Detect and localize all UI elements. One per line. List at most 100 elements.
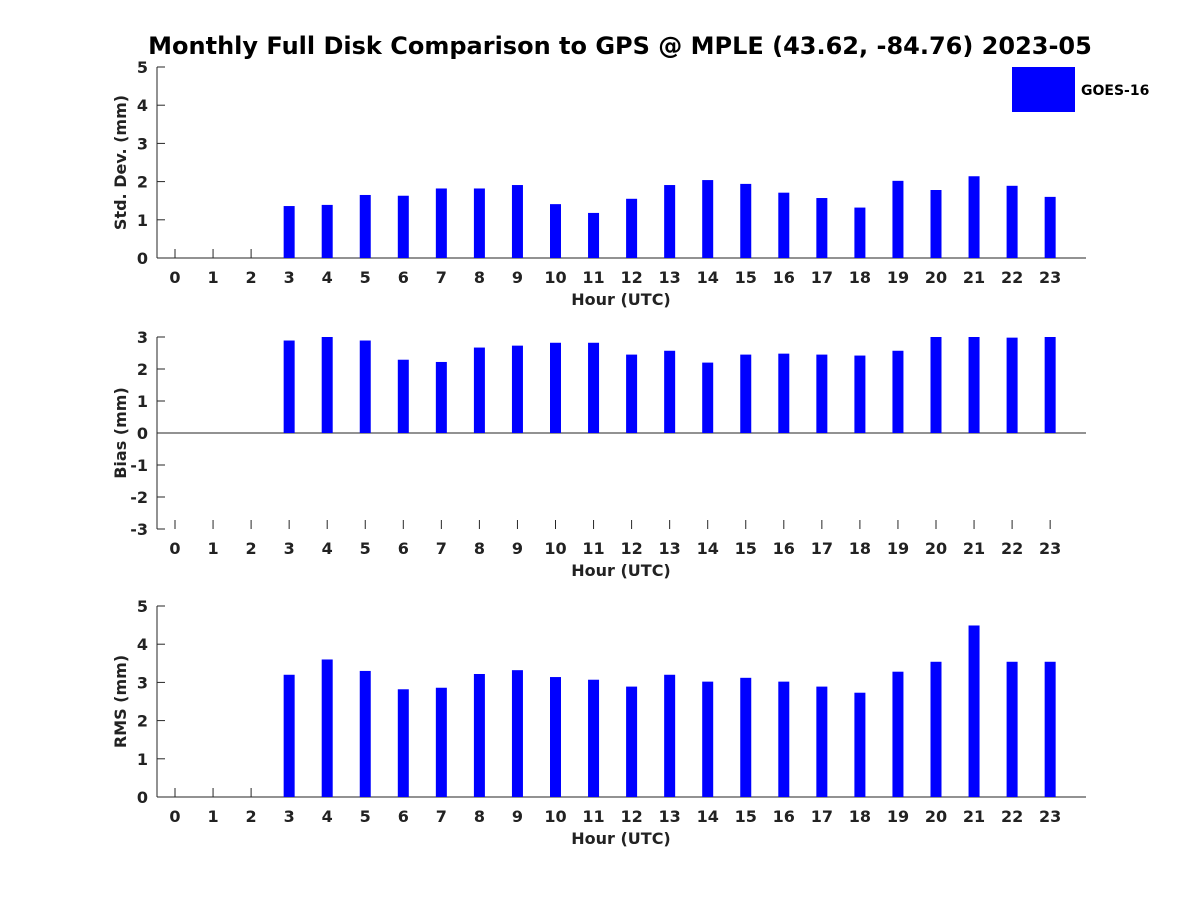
x-tick-label: 21 [963,539,985,558]
x-tick-label: 11 [582,539,604,558]
bar-hour-13 [664,350,676,433]
y-tick-label: 1 [137,211,148,230]
bar-hour-18 [854,692,866,797]
bar-hour-4 [321,659,333,797]
bar-hour-15 [740,354,752,433]
y-tick-label: 1 [137,392,148,411]
y-tick-label: 1 [137,750,148,769]
x-tick-label: 7 [436,807,447,826]
x-tick-label: 5 [360,539,371,558]
bar-hour-16 [778,353,790,433]
bar-hour-10 [550,677,561,797]
bar-hour-3 [283,674,295,797]
y-tick-label: -3 [130,520,148,539]
x-tick-label: 21 [963,268,985,287]
x-tick-label: 10 [544,807,566,826]
bar-hour-3 [283,340,295,433]
bar-hour-22 [1006,661,1018,797]
x-tick-label: 12 [620,807,642,826]
x-tick-label: 13 [659,268,681,287]
y-tick-label: 0 [137,424,148,443]
x-tick-label: 4 [322,539,333,558]
x-tick-label: 8 [474,268,485,287]
x-tick-label: 1 [207,539,218,558]
bar-hour-15 [740,183,752,258]
bar-hour-6 [397,689,409,797]
x-tick-label: 22 [1001,268,1023,287]
y-tick-label: 2 [137,360,148,379]
x-tick-label: 3 [284,539,295,558]
bar-hour-7 [435,361,447,433]
bar-hour-21 [968,176,980,258]
y-tick-label: 4 [137,96,148,115]
bar-hour-5 [359,340,371,433]
x-tick-label: 17 [811,539,833,558]
x-tick-label: 5 [360,268,371,287]
bar-hour-19 [892,671,904,797]
x-tick-label: 23 [1039,807,1061,826]
y-tick-label: 3 [137,673,148,692]
bar-hour-5 [359,670,371,797]
x-tick-label: 14 [697,268,719,287]
x-tick-label: 14 [697,539,719,558]
bar-hour-8 [473,673,485,797]
y-tick-label: 2 [137,173,148,192]
x-tick-label: 9 [512,539,523,558]
x-axis-label: Hour (UTC) [571,561,671,580]
x-tick-label: 16 [773,539,795,558]
bar-hour-13 [664,185,676,258]
y-tick-label: 5 [137,58,148,77]
x-tick-label: 0 [169,539,180,558]
bar-hour-11 [588,342,600,433]
x-tick-label: 7 [436,268,447,287]
x-tick-label: 10 [544,539,566,558]
x-tick-label: 5 [360,807,371,826]
x-tick-label: 15 [735,268,757,287]
bar-hour-19 [892,180,904,258]
y-tick-label: 5 [137,597,148,616]
x-tick-label: 2 [246,539,257,558]
bar-hour-14 [702,362,714,433]
bar-hour-12 [626,198,638,258]
x-tick-label: 12 [620,539,642,558]
x-tick-label: 18 [849,807,871,826]
bar-hour-6 [397,359,409,433]
bar-hour-16 [778,192,790,258]
x-tick-label: 13 [659,807,681,826]
x-tick-label: 2 [246,807,257,826]
bar-hour-7 [435,687,447,797]
bar-hour-20 [930,337,942,433]
x-tick-label: 9 [512,268,523,287]
x-tick-label: 14 [697,807,719,826]
x-tick-label: 3 [284,268,295,287]
y-tick-label: 0 [137,249,148,268]
bar-hour-9 [511,670,523,797]
x-tick-label: 6 [398,807,409,826]
legend-swatch [1012,67,1075,112]
y-tick-label: 2 [137,712,148,731]
x-axis-label: Hour (UTC) [571,829,671,848]
bar-hour-6 [397,195,409,258]
x-tick-label: 20 [925,539,947,558]
x-tick-label: 6 [398,539,409,558]
x-tick-label: 1 [207,807,218,826]
y-axis-label: RMS (mm) [111,655,130,748]
bar-hour-23 [1044,661,1056,797]
x-tick-label: 20 [925,807,947,826]
bar-hour-18 [854,207,866,258]
bar-hour-4 [321,337,333,433]
bar-hour-19 [892,350,904,433]
x-tick-label: 17 [811,807,833,826]
bar-hour-23 [1044,196,1056,258]
x-tick-label: 2 [246,268,257,287]
x-tick-label: 10 [544,268,566,287]
y-tick-label: -1 [130,456,148,475]
bar-hour-9 [511,185,523,258]
bar-hour-17 [816,198,828,258]
bar-hour-10 [550,204,561,258]
y-tick-label: 0 [137,788,148,807]
